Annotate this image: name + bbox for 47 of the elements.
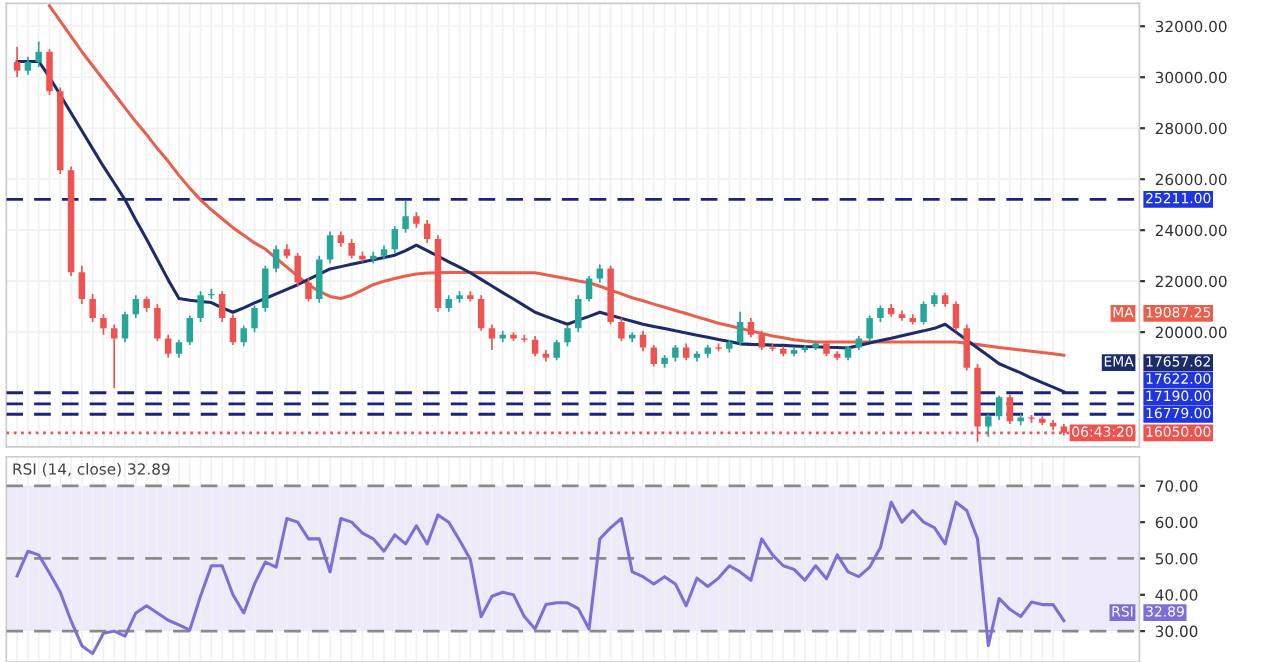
candlestick: [985, 412, 992, 438]
candlestick: [423, 219, 431, 244]
candlestick: [240, 324, 247, 347]
candlestick: [154, 303, 161, 342]
candlestick: [251, 304, 258, 333]
candlestick: [262, 265, 269, 313]
candlestick: [618, 317, 625, 342]
candlestick: [316, 254, 323, 304]
candlestick: [585, 275, 593, 303]
candlestick: [305, 277, 312, 303]
candlestick: [294, 252, 301, 288]
candlestick: [164, 333, 172, 359]
candlestick: [132, 294, 140, 319]
candlestick: [218, 290, 226, 323]
candlestick: [197, 290, 204, 323]
candlestick: [111, 323, 118, 390]
candlestick: [575, 294, 582, 333]
candlestick: [758, 330, 765, 351]
candlestick: [747, 317, 755, 339]
candlestick: [866, 314, 873, 342]
candlestick: [564, 324, 571, 347]
candlestick: [963, 323, 970, 372]
candlestick: [35, 40, 42, 68]
candlestick: [477, 294, 485, 332]
candlestick: [402, 200, 409, 234]
candlestick: [391, 225, 399, 254]
candlestick: [736, 310, 744, 346]
candlestick: [326, 230, 334, 265]
candlestick: [1006, 393, 1014, 425]
candlestick: [229, 313, 237, 346]
candlestick: [186, 314, 194, 346]
candlestick: [995, 395, 1003, 421]
candlestick: [121, 310, 129, 344]
candlestick: [46, 48, 53, 96]
candlestick: [78, 265, 86, 305]
candlestick: [920, 300, 927, 326]
candlestick: [952, 300, 960, 332]
candlestick: [553, 338, 560, 362]
candlestick: [531, 335, 539, 358]
line-series: [15, 500, 1066, 656]
candlestick: [272, 244, 280, 274]
candlestick: [488, 323, 496, 351]
candlestick: [650, 344, 658, 368]
candlestick: [100, 313, 107, 336]
candlestick: [348, 238, 355, 260]
candlestick: [89, 293, 96, 323]
candlestick: [13, 45, 21, 79]
